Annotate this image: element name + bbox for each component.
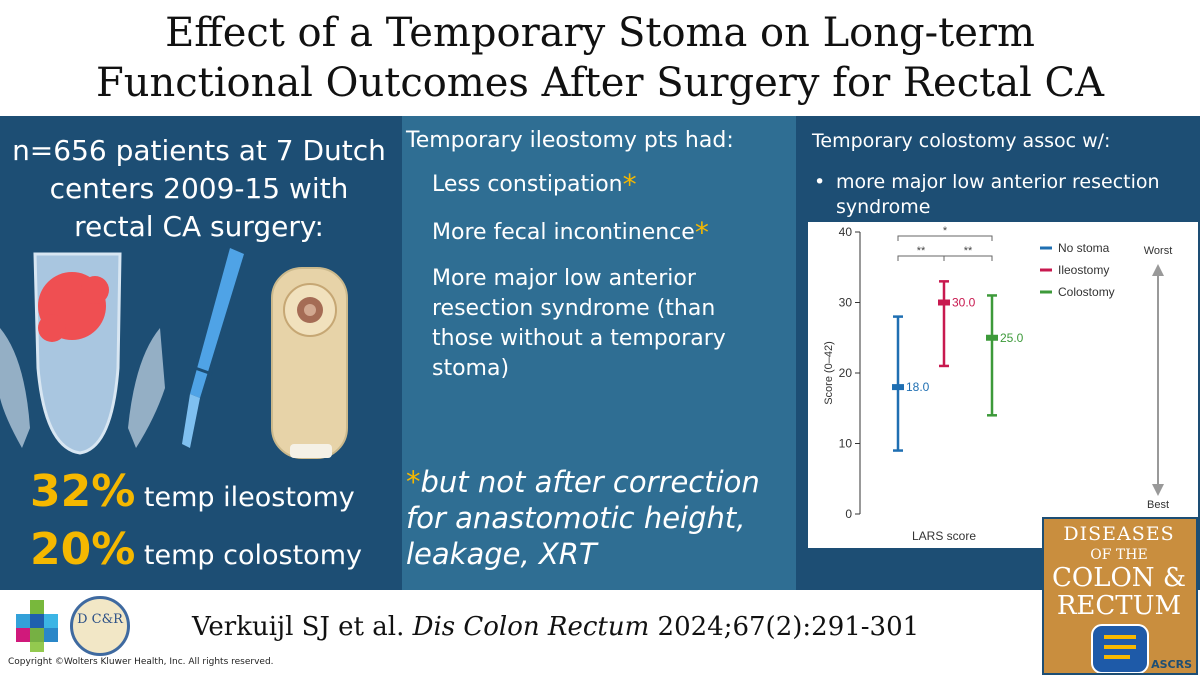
citation: Verkuijl SJ et al. Dis Colon Rectum 2024… [192,612,919,642]
legend-entry: Ileostomy [1058,263,1109,277]
title-line-2: Functional Outcomes After Surgery for Re… [95,60,1105,106]
bullet-icon: • [814,171,826,193]
journal-title-2: OF THE [1090,547,1148,563]
scale-arrow-down-icon [1152,484,1164,496]
finding-lars: More major low anterior resection syndro… [432,266,726,381]
asterisk-icon: * [694,216,709,249]
bracket-none-colostomy [897,235,993,241]
dcr-logo: D C&R [70,596,130,656]
data-label: 25.0 [1000,331,1024,345]
ileostomy-percent: 32% [30,466,136,517]
ileostomy-findings-heading: Temporary ileostomy pts had: [406,128,734,153]
citation-journal: Dis Colon Rectum [412,612,650,642]
stoma-bag-icon [271,267,348,459]
scale-bottom-label: Best [1147,499,1169,511]
legend-entry: No stoma [1058,241,1110,255]
colostomy-findings-heading: Temporary colostomy assoc w/: [812,130,1111,152]
journal-title-1: DISEASES [1063,523,1175,545]
finding-text: More fecal incontinence [432,220,695,245]
copyright: Copyright ©Wolters Kluwer Health, Inc. A… [8,657,274,667]
right-panel: Temporary colostomy assoc w/: • more maj… [804,116,1200,590]
stat-ileostomy: 32% temp ileostomy [30,466,355,517]
stat-colostomy: 20% temp colostomy [30,524,362,575]
mean-marker [892,384,904,391]
journal-cover: DISEASES OF THE COLON & RECTUM ASCRS [1042,517,1198,675]
citation-authors: Verkuijl SJ et al. [192,612,405,642]
scale-top-label: Worst [1144,245,1173,257]
rectum-icon [0,252,165,455]
y-tick-label: 0 [845,507,852,521]
lars-chart-panel: 0 10 20 30 40 Score (0–42) LARS score 18.0 30.0 2… [808,222,1198,548]
legend-entry: Colostomy [1058,285,1115,299]
bracket-ileostomy-colostomy-label: ** [964,245,973,257]
scale-arrow-up-icon [1152,264,1164,276]
colostomy-bullet-text: more major low anterior resection syndro… [836,171,1160,218]
anatomy-illustration [0,248,348,459]
ascrs-label: ASCRS [1151,658,1192,671]
lars-chart: 0 10 20 30 40 Score (0–42) LARS score 18.0 30.0 2… [823,225,1173,543]
data-label: 18.0 [906,380,930,394]
citation-ref: 2024;67(2):291-301 [657,612,920,642]
footnote: *but not after correction for anastomoti… [406,464,794,572]
mean-marker [938,299,950,306]
journal-title-4: RECTUM [1056,591,1182,621]
y-tick-label: 10 [839,437,853,451]
y-tick-label: 20 [839,366,853,380]
footnote-text: but not after correction for anastomotic… [406,465,760,571]
left-panel: n=656 patients at 7 Dutch centers 2009-1… [0,116,395,590]
y-tick-label: 30 [839,296,853,310]
x-axis-label: LARS score [912,529,976,543]
page-title: Effect of a Temporary Stoma on Long-term… [0,8,1200,108]
asterisk-icon: * [406,465,421,499]
ileostomy-label: temp ileostomy [143,482,355,513]
middle-panel: Temporary ileostomy pts had: Less consti… [402,116,796,590]
colostomy-label: temp colostomy [143,540,362,571]
journal-title-3: COLON & [1052,563,1186,593]
y-axis-label: Score (0–42) [823,341,835,405]
finding-constipation: Less constipation* [432,170,637,200]
scalpel-icon [182,248,244,448]
colostomy-bullet: • more major low anterior resection synd… [814,170,1160,218]
bracket-ileostomy-colostomy [943,255,993,261]
finding-incontinence: More fecal incontinence* [432,218,709,248]
journal-emblem-icon [1091,624,1149,673]
bracket-none-colostomy-label: * [943,225,948,237]
asterisk-icon: * [622,168,637,201]
wolters-kluwer-logo-icon [16,600,58,652]
y-tick-label: 40 [839,225,853,239]
data-label: 30.0 [952,296,976,310]
title-line-1: Effect of a Temporary Stoma on Long-term [165,10,1035,56]
mean-marker [986,334,998,341]
study-summary: n=656 patients at 7 Dutch centers 2009-1… [12,134,386,243]
dcr-logo-text: D C&R [77,612,123,627]
finding-text: Less constipation [432,172,623,197]
colostomy-percent: 20% [30,524,136,575]
bracket-none-ileostomy-label: ** [917,245,926,257]
